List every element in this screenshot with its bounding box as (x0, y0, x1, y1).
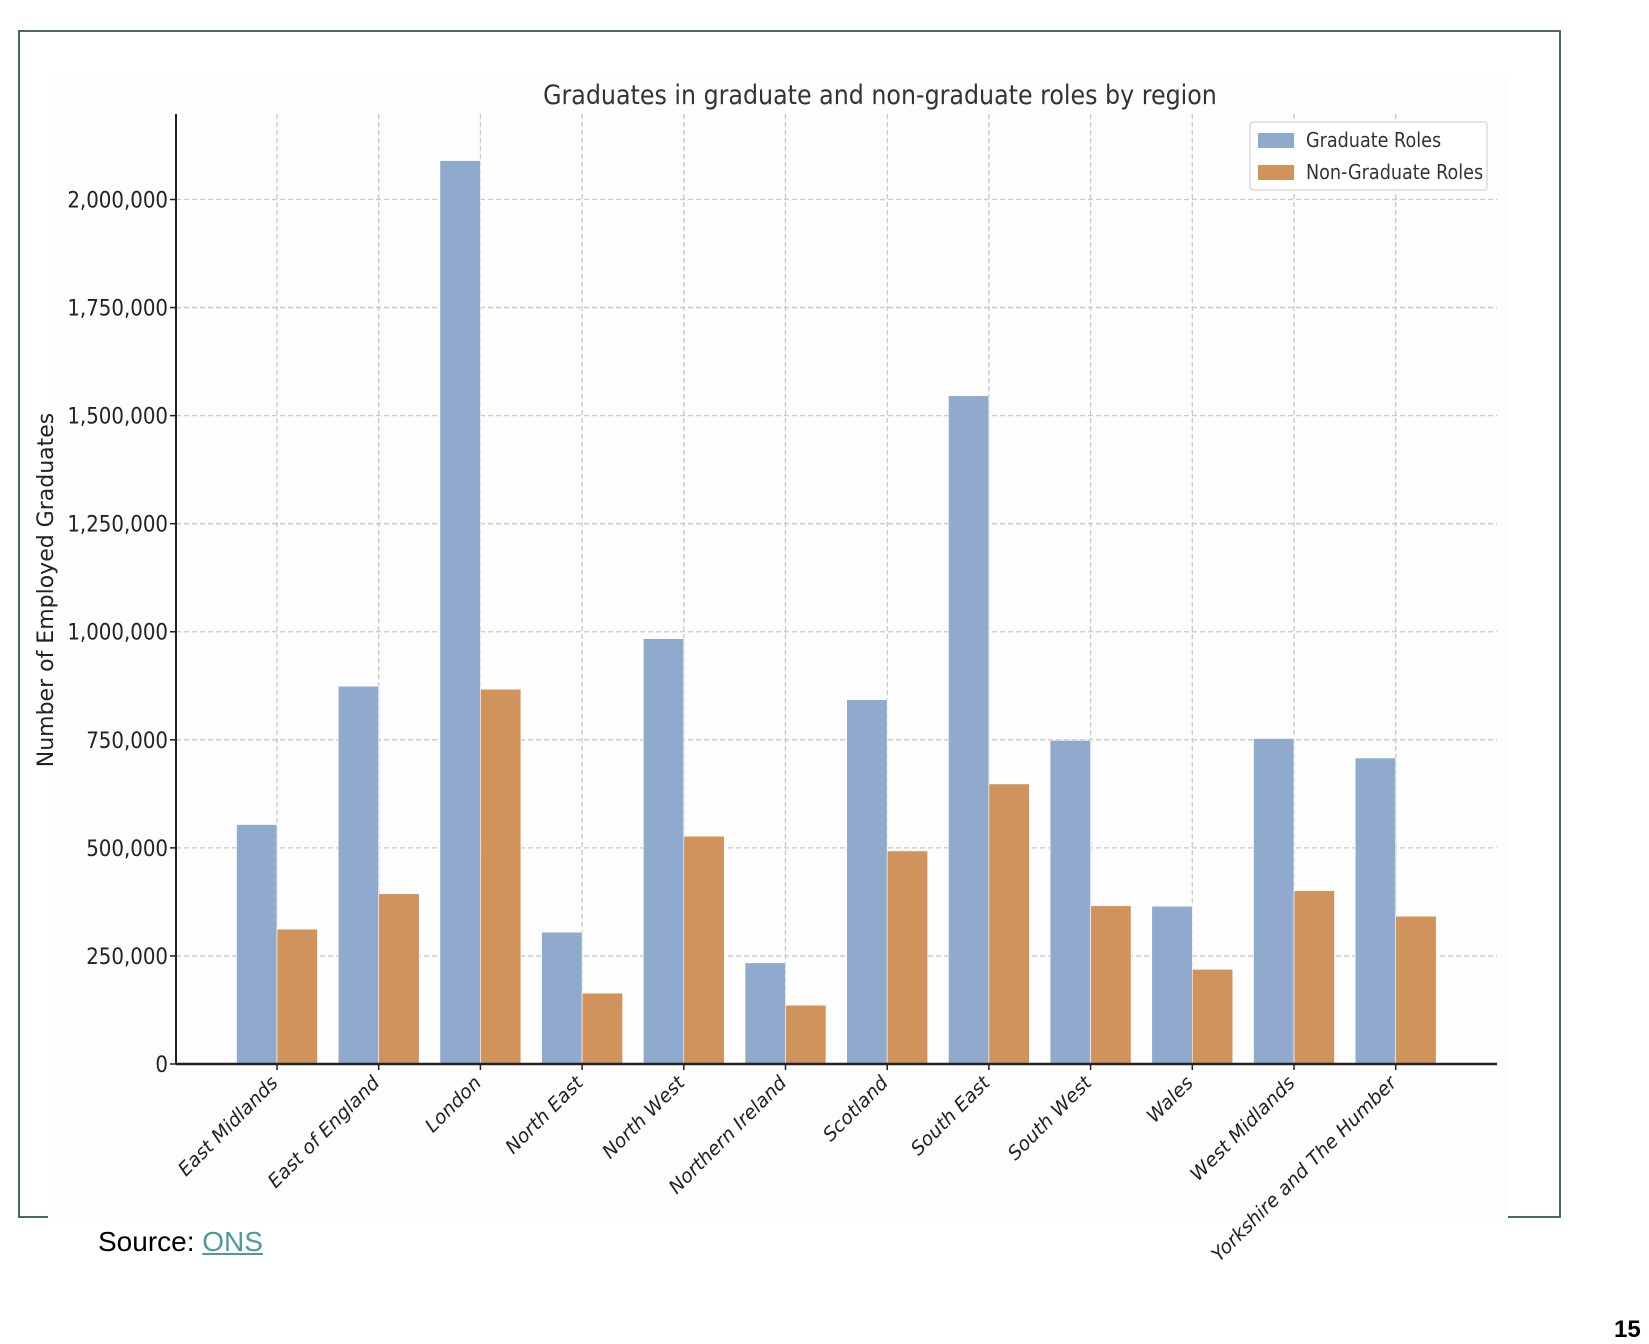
bar-graduate-roles (1049, 739, 1091, 1065)
x-tick-label: North West (598, 1071, 690, 1163)
bar-non-graduate-roles (1293, 890, 1335, 1065)
bar-non-graduate-roles (1090, 905, 1132, 1065)
x-tick-label: Scotland (819, 1071, 894, 1146)
legend-label: Graduate Roles (1306, 130, 1441, 152)
y-tick-label: 1,250,000 (67, 512, 168, 537)
x-tick-label: South West (1003, 1071, 1097, 1165)
bar-graduate-roles (1151, 905, 1193, 1065)
bar-graduate-roles (846, 699, 888, 1065)
y-tick-label: 1,750,000 (67, 296, 168, 321)
chart-title: Graduates in graduate and non-graduate r… (543, 79, 1217, 111)
bar-graduate-roles (948, 395, 990, 1065)
y-tick-label: 250,000 (86, 944, 168, 969)
bar-non-graduate-roles (785, 1004, 827, 1065)
bar-non-graduate-roles (378, 893, 420, 1065)
bar-graduate-roles (744, 962, 786, 1065)
x-tick-label: East Midlands (174, 1072, 283, 1181)
bar-graduate-roles (541, 931, 583, 1065)
legend: Graduate Roles Non-Graduate Roles (1249, 121, 1488, 191)
bars (236, 160, 1437, 1065)
bar-non-graduate-roles (581, 992, 623, 1065)
bar-non-graduate-roles (683, 835, 725, 1065)
x-tick-label: South East (907, 1071, 996, 1160)
page-number: 15 (1614, 1316, 1641, 1343)
bar-non-graduate-roles (480, 688, 522, 1065)
x-tick-label: North East (501, 1071, 588, 1158)
bar-graduate-roles (236, 824, 278, 1065)
y-tick-label: 1,500,000 (67, 404, 168, 429)
bar-non-graduate-roles (1192, 969, 1234, 1065)
y-tick-label: 0 (155, 1052, 168, 1077)
y-tick-labels: 0 250,000 500,000 750,000 1,000,000 1,250,000… (67, 188, 168, 1078)
bar-non-graduate-roles (886, 850, 929, 1065)
x-tick-label: Wales (1142, 1072, 1197, 1127)
y-tick-label: 1,000,000 (67, 620, 168, 645)
y-axis-label: Number of Employed Graduates (34, 413, 59, 768)
bar-non-graduate-roles (988, 783, 1030, 1065)
x-tick-label: West Midlands (1186, 1072, 1300, 1186)
x-tick-label: London (421, 1072, 486, 1137)
x-tick-label: East of England (264, 1071, 385, 1192)
bar-graduate-roles (1253, 738, 1295, 1065)
bar-non-graduate-roles (276, 928, 318, 1065)
legend-swatch (1258, 165, 1294, 180)
legend-swatch (1258, 133, 1294, 148)
source-label: Source: (98, 1226, 195, 1257)
legend-label: Non-Graduate Roles (1306, 162, 1483, 184)
bar-graduate-roles (642, 638, 685, 1065)
x-tick-label: Yorkshire and The Humber (1207, 1071, 1402, 1266)
y-tick-label: 500,000 (86, 836, 168, 861)
bar-non-graduate-roles (1395, 915, 1437, 1065)
axes (170, 114, 1497, 1070)
y-tick-label: 750,000 (86, 728, 168, 753)
bar-graduate-roles (337, 685, 380, 1065)
y-tick-label: 2,000,000 (67, 188, 168, 213)
legend-box (1249, 121, 1488, 191)
bar-graduate-roles (439, 160, 481, 1065)
source-note: Source: ONS (98, 1226, 263, 1258)
source-link[interactable]: ONS (202, 1226, 263, 1257)
bar-graduate-roles (1354, 757, 1396, 1065)
